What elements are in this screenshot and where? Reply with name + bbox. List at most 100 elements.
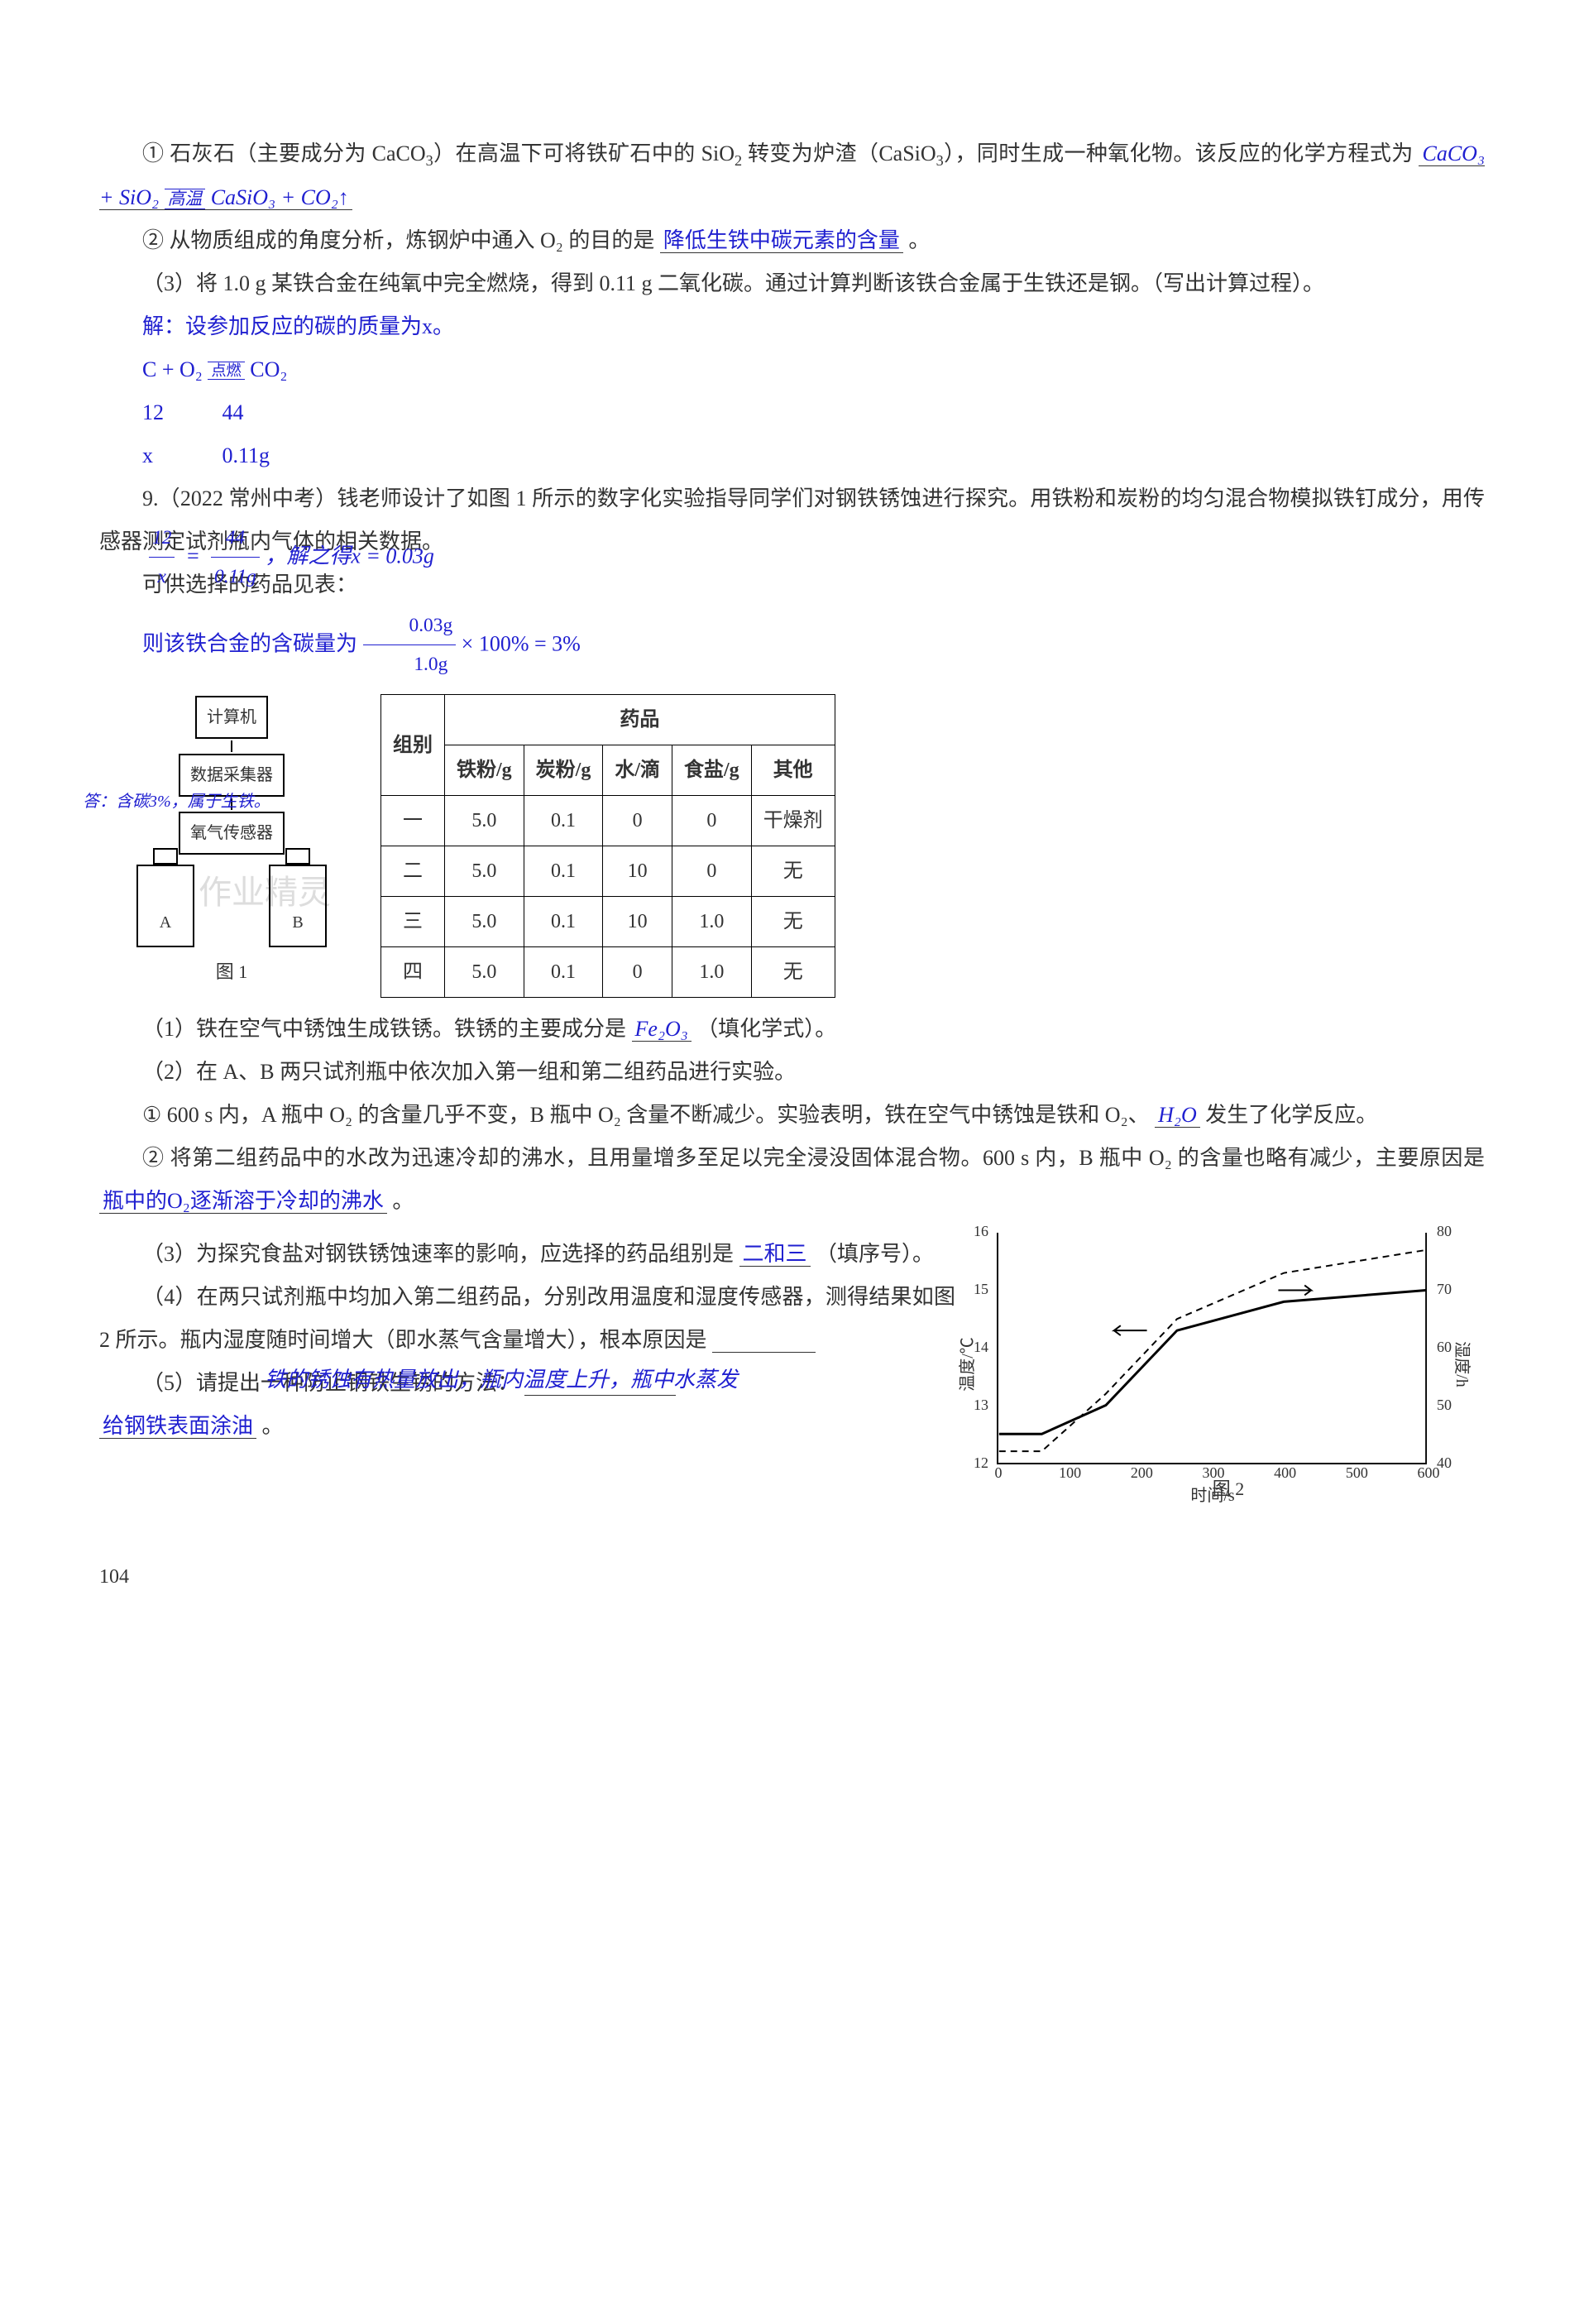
answer: 瓶中的O₂逐渐溶于冷却的沸水	[99, 1189, 387, 1214]
text: 发生了化学反应。	[1205, 1103, 1377, 1127]
text: （填化学式）。	[696, 1017, 836, 1041]
q9-5-ans: 给钢铁表面涂油 。	[99, 1405, 955, 1448]
xtick: 400	[1274, 1458, 1296, 1488]
q9-2-1: ① 600 s 内，A 瓶中 O₂ 的含量几乎不变，B 瓶中 O₂ 含量不断减少…	[99, 1094, 1485, 1137]
text: 则该铁合金的含碳量为	[142, 631, 357, 655]
den: x	[149, 558, 175, 597]
label-a: A	[138, 906, 193, 939]
table-header-row: 组别 药品	[381, 695, 835, 745]
xtick: 0	[995, 1458, 1003, 1488]
q9-3: （3）为探究食盐对钢铁锈蚀速率的影响，应选择的药品组别是 二和三 （填序号）。	[99, 1233, 955, 1276]
text: x	[142, 434, 217, 477]
table-cell: 一	[381, 796, 445, 846]
text: 转变为炉渣（CaSiO	[742, 141, 936, 165]
equation-right: CaSiO₃ + CO₂↑	[211, 185, 349, 209]
den: 0.11g	[211, 558, 260, 597]
calc-line2: C + O₂ 点燃 CO₂	[142, 348, 1485, 391]
text: （4）在两只试剂瓶中均加入第二组药品，分别改用温度和湿度传感器，测得结果如图 2…	[99, 1285, 955, 1352]
table-cell: 0	[603, 947, 672, 998]
table-cell: 0	[672, 796, 752, 846]
para-2: ② 从物质组成的角度分析，炼钢炉中通入 O₂ 的目的是 降低生铁中碳元素的含量 …	[99, 219, 1485, 262]
text: ① 600 s 内，A 瓶中 O₂ 的含量几乎不变，B 瓶中 O₂ 含量不断减少…	[142, 1103, 1150, 1127]
answer: 给钢铁表面涂油	[99, 1414, 256, 1439]
chart-fig2: 温度/℃ 湿度/h 时间/s 1213141516405060708001002…	[997, 1233, 1427, 1464]
table-cell: 5.0	[445, 796, 524, 846]
fig-table-row: 答：含碳3%，属于生铁。 计算机 数据采集器 氧气传感器 A B 图 1 作业精…	[99, 694, 1485, 998]
table-cell: 0	[672, 846, 752, 897]
th-col: 其他	[751, 745, 835, 796]
q9-head-block: 9.（2022 常州中考）钱老师设计了如图 1 所示的数字化实验指导同学们对钢铁…	[99, 477, 1485, 563]
fig1-caption: 图 1	[99, 954, 364, 990]
text: ② 从物质组成的角度分析，炼钢炉中通入 O₂ 的目的是	[142, 228, 654, 252]
calc-line4: x 0.11g	[142, 434, 1485, 477]
th-col: 水/滴	[603, 745, 672, 796]
th-col: 铁粉/g	[445, 745, 524, 796]
overlay-answer: 答：含碳3%，属于生铁。	[83, 785, 270, 818]
text: （填序号）。	[816, 1242, 934, 1266]
answer: 二和三	[739, 1242, 811, 1267]
q9-2: （2）在 A、B 两只试剂瓶中依次加入第一组和第二组药品进行实验。	[99, 1051, 1485, 1094]
table-row: 一5.00.100干燥剂	[381, 796, 835, 846]
th-col: 炭粉/g	[524, 745, 603, 796]
table-cell: 干燥剂	[751, 796, 835, 846]
calc-line1: 解：设参加反应的碳的质量为x。	[142, 305, 1485, 348]
text: CO₂	[250, 357, 287, 381]
ytick-right: 70	[1437, 1274, 1452, 1304]
xtick: 100	[1059, 1458, 1081, 1488]
table-cell: 四	[381, 947, 445, 998]
table-row: 三5.00.1101.0无	[381, 897, 835, 947]
num: 0.03g	[363, 606, 457, 646]
para-3: （3）将 1.0 g 某铁合金在纯氧中完全燃烧，得到 0.11 g 二氧化碳。通…	[99, 262, 1485, 305]
ytick-left: 13	[974, 1390, 988, 1420]
text: 0.11g	[223, 443, 270, 467]
ytick-left: 12	[974, 1448, 988, 1478]
text: 。	[908, 228, 930, 252]
table-subheader-row: 铁粉/g炭粉/g水/滴食盐/g其他	[381, 745, 835, 796]
text: 。	[392, 1189, 414, 1213]
equation-condition: 高温	[165, 189, 206, 209]
table-cell: 5.0	[445, 897, 524, 947]
bottle-b: B	[269, 865, 327, 947]
chart-svg	[998, 1233, 1427, 1463]
text: C + O₂	[142, 357, 203, 381]
q9-4: （4）在两只试剂瓶中均加入第二组药品，分别改用温度和湿度传感器，测得结果如图 2…	[99, 1276, 955, 1362]
q9-2-2: ② 将第二组药品中的水改为迅速冷却的沸水，且用量增多至足以完全浸没固体混合物。6…	[99, 1137, 1485, 1223]
condition: 点燃	[208, 362, 244, 380]
table-cell: 0	[603, 796, 672, 846]
text: 。	[262, 1414, 284, 1438]
answer: 降低生铁中碳元素的含量	[660, 228, 903, 253]
para-1: ① 石灰石（主要成分为 CaCO3）在高温下可将铁矿石中的 SiO2 转变为炉渣…	[99, 132, 1485, 219]
table-cell: 5.0	[445, 846, 524, 897]
answer-overlay: 铁的锈蚀有热量放出，瓶内温度上升，瓶中水蒸发	[265, 1358, 738, 1402]
xtick: 600	[1418, 1458, 1440, 1488]
table-cell: 0.1	[524, 846, 603, 897]
text: ② 将第二组药品中的水改为迅速冷却的沸水，且用量增多至足以完全浸没固体混合物。6…	[142, 1146, 1485, 1170]
th-med: 药品	[445, 695, 835, 745]
th-col: 食盐/g	[672, 745, 752, 796]
num: 44	[211, 519, 260, 558]
table-cell: 1.0	[672, 947, 752, 998]
text: 12	[142, 391, 217, 434]
table-cell: 无	[751, 947, 835, 998]
th-group: 组别	[381, 695, 445, 796]
xtick: 200	[1131, 1458, 1153, 1488]
table-row: 二5.00.1100无	[381, 846, 835, 897]
text: （3）为探究食盐对钢铁锈蚀速率的影响，应选择的药品组别是	[142, 1242, 734, 1266]
bottle-a: A	[136, 865, 194, 947]
table-cell: 10	[603, 897, 672, 947]
table-row: 四5.00.101.0无	[381, 947, 835, 998]
table-cell: 无	[751, 897, 835, 947]
answer: H₂O	[1155, 1103, 1200, 1128]
ytick-right: 60	[1437, 1332, 1452, 1362]
text: 44	[223, 400, 244, 424]
box-computer: 计算机	[195, 696, 268, 739]
ytick-right: 50	[1437, 1390, 1452, 1420]
label-b: B	[270, 906, 325, 939]
ytick-left: 15	[974, 1274, 988, 1304]
text: × 100% = 3%	[462, 631, 581, 655]
table-cell: 0.1	[524, 947, 603, 998]
num: 12	[149, 519, 175, 558]
answer: Fe₂O₃	[632, 1017, 692, 1042]
text: ① 石灰石（主要成分为 CaCO	[142, 141, 426, 165]
den: 1.0g	[363, 645, 457, 684]
